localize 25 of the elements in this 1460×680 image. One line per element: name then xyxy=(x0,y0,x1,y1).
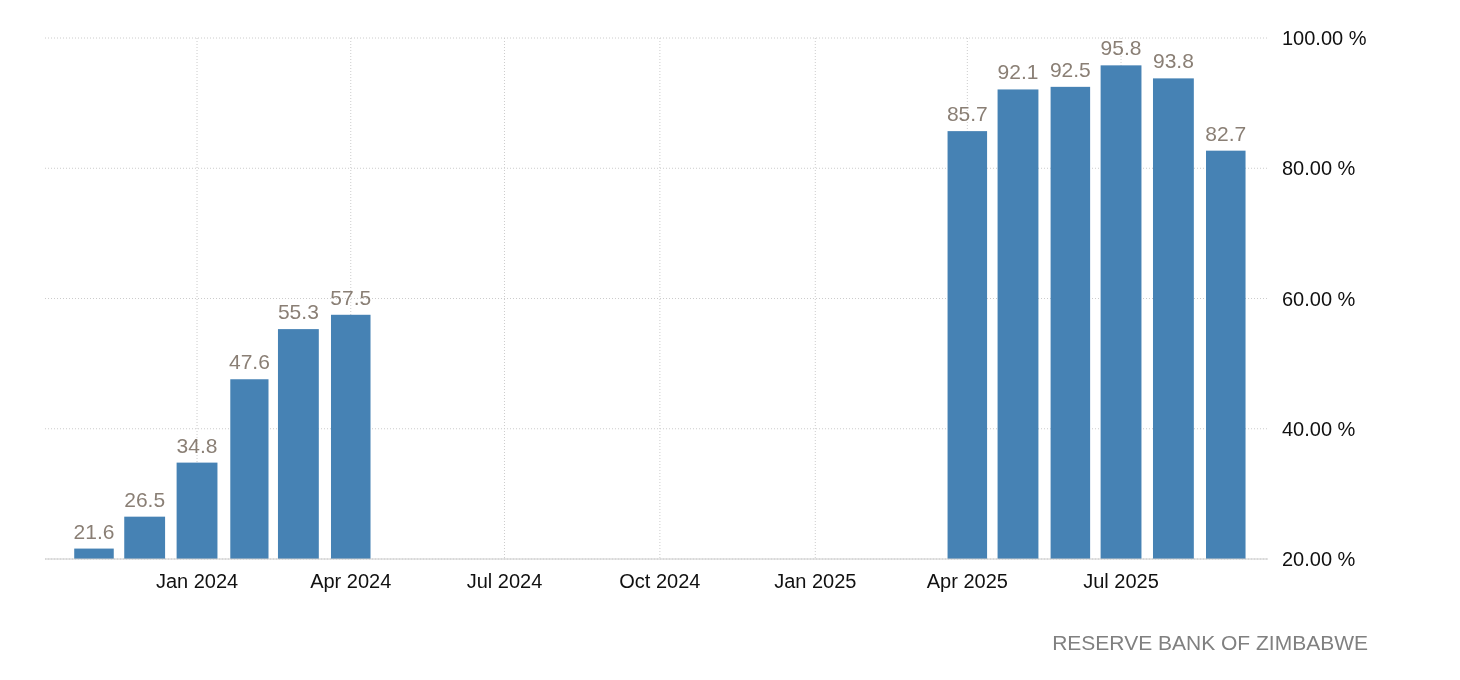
data-label: 85.7 xyxy=(946,102,988,126)
data-label: 92.5 xyxy=(1049,57,1091,81)
data-label: 93.8 xyxy=(1152,49,1194,73)
data-label: 26.5 xyxy=(124,487,166,511)
data-label: 34.8 xyxy=(176,433,218,457)
data-label: 57.5 xyxy=(330,285,372,309)
x-tick-label: Oct 2024 xyxy=(619,570,701,592)
data-label: 92.1 xyxy=(997,60,1039,84)
y-tick-label: 80.00 % xyxy=(1282,157,1356,180)
text: RESERVE BANK OF ZIMBABWE xyxy=(1052,631,1368,654)
x-tick-label: Jan 2024 xyxy=(155,570,239,592)
data-label: 21.6 xyxy=(73,519,115,543)
y-tick-label: 20.00 % xyxy=(1282,548,1356,570)
x-tick-label: Jan 2025 xyxy=(774,570,857,592)
data-label: 47.6 xyxy=(228,350,270,374)
data-label: 55.3 xyxy=(277,300,319,324)
x-tick-label: Apr 2024 xyxy=(310,570,392,592)
x-tick-label: Apr 2025 xyxy=(926,570,1008,592)
x-tick-label: Jul 2025 xyxy=(1083,570,1159,592)
data-label: 95.8 xyxy=(1100,36,1142,60)
y-tick-label: 40.00 % xyxy=(1282,417,1356,440)
x-tick-label: Jul 2024 xyxy=(466,570,543,592)
data-label: 82.7 xyxy=(1205,121,1247,145)
y-tick-label: 60.00 % xyxy=(1282,287,1356,310)
y-tick-label: 100.00 % xyxy=(1282,27,1367,49)
